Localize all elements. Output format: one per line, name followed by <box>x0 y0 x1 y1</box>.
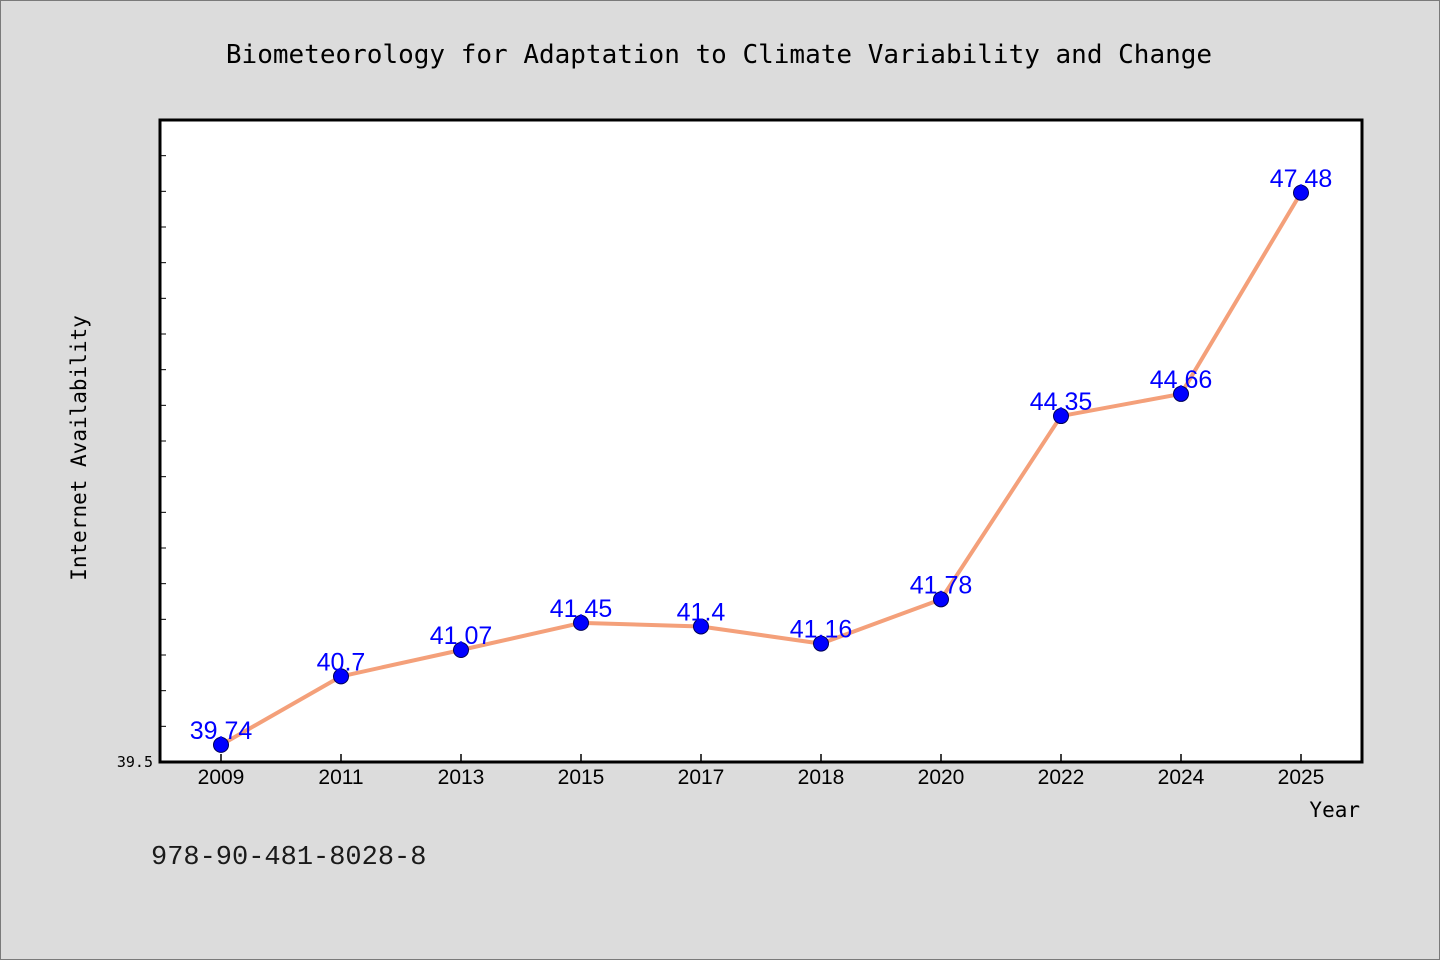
x-tick-label: 2011 <box>318 766 363 789</box>
x-tick-labels: 2009 2011 2013 2015 2017 2018 2020 2022 2024 2025 <box>198 766 1325 789</box>
x-tick-label: 2024 <box>1158 766 1205 789</box>
chart-title: Biometeorology for Adaptation to Climate… <box>226 40 1212 70</box>
x-tick-label: 2025 <box>1278 766 1325 789</box>
data-point <box>813 635 829 652</box>
x-tick-label: 2017 <box>678 766 725 789</box>
data-label: 41.78 <box>910 571 973 599</box>
data-label: 47.48 <box>1270 165 1333 193</box>
x-tick-label: 2018 <box>798 766 845 789</box>
data-label: 41.16 <box>790 616 853 644</box>
y-axis-ticks <box>160 155 166 727</box>
data-label: 44.66 <box>1150 366 1213 394</box>
x-axis-title: Year <box>1309 798 1360 822</box>
y-axis-min-label: 39.5 <box>117 753 153 771</box>
data-point <box>573 614 589 631</box>
x-tick-label: 2022 <box>1038 766 1085 789</box>
data-label: 41.45 <box>550 595 613 623</box>
y-axis-title: Internet Availability <box>67 315 91 581</box>
data-point <box>333 668 349 685</box>
data-point <box>1173 385 1189 402</box>
data-point <box>933 591 949 608</box>
x-tick-label: 2015 <box>558 766 605 789</box>
data-label: 41.4 <box>677 598 726 626</box>
data-label: 41.07 <box>430 622 493 650</box>
series-line-group <box>219 190 1303 747</box>
data-label: 44.35 <box>1030 388 1093 416</box>
x-axis-ticks <box>220 754 1302 762</box>
series-line <box>219 190 1303 747</box>
x-tick-label: 2009 <box>198 766 245 789</box>
data-point <box>213 736 229 753</box>
isbn-footer: 978-90-481-8028-8 <box>151 843 426 873</box>
data-point <box>453 642 469 659</box>
data-markers <box>213 184 1309 753</box>
data-labels: 39.74 40.7 41.07 41.45 41.4 41.16 41.78 44.35 44… <box>190 165 1333 745</box>
x-tick-label: 2013 <box>438 766 485 789</box>
data-point <box>693 618 709 635</box>
x-tick-label: 2020 <box>918 766 965 789</box>
data-point <box>1293 184 1309 201</box>
data-label: 39.74 <box>190 717 253 745</box>
data-point <box>1053 408 1069 425</box>
data-label: 40.7 <box>317 648 366 676</box>
plot-area <box>158 118 1364 764</box>
